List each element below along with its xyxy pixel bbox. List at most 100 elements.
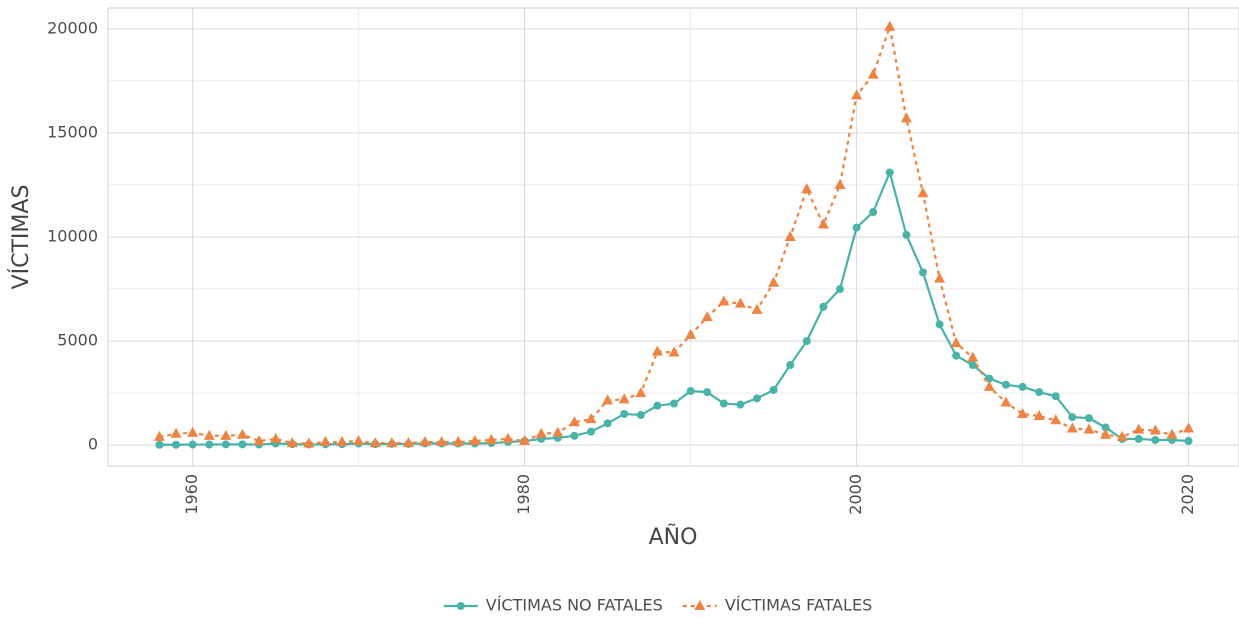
marker: [1084, 414, 1093, 423]
marker: [238, 440, 247, 449]
marker: [1100, 428, 1112, 439]
marker: [768, 276, 780, 287]
marker: [635, 387, 647, 398]
marker: [902, 230, 911, 239]
marker: [205, 440, 214, 449]
marker: [203, 429, 215, 440]
marker: [172, 440, 181, 449]
legend-label: VÍCTIMAS FATALES: [725, 596, 872, 615]
marker: [952, 351, 961, 360]
y-tick-label: 15000: [47, 122, 98, 141]
marker: [784, 231, 796, 241]
marker: [834, 178, 846, 189]
marker: [620, 409, 629, 418]
marker: [1001, 380, 1010, 389]
marker: [817, 218, 829, 229]
marker: [685, 328, 697, 339]
marker: [369, 437, 381, 448]
marker: [1083, 423, 1095, 434]
plot-border: [107, 7, 1239, 467]
marker: [436, 436, 448, 447]
marker: [618, 393, 630, 404]
marker: [485, 433, 497, 444]
marker: [835, 285, 844, 294]
marker: [221, 440, 230, 449]
marker: [1018, 382, 1027, 391]
marker: [1101, 423, 1110, 432]
marker: [602, 394, 614, 405]
y-tick-label: 20000: [47, 18, 98, 37]
marker: [1166, 428, 1178, 439]
marker: [386, 437, 398, 448]
marker: [187, 426, 199, 437]
marker: [303, 437, 315, 448]
marker: [1133, 423, 1145, 434]
marker: [319, 436, 331, 447]
marker: [585, 413, 597, 424]
marker: [286, 437, 298, 448]
marker: [686, 387, 695, 396]
marker: [535, 427, 547, 438]
marker: [653, 401, 662, 410]
marker: [1017, 407, 1029, 418]
x-tick-label: 1960: [182, 474, 201, 515]
y-tick-label: 5000: [57, 331, 98, 350]
y-tick-label: 0: [88, 435, 98, 454]
marker: [867, 68, 879, 79]
marker: [985, 374, 994, 383]
marker: [353, 435, 365, 446]
marker: [900, 112, 912, 123]
marker: [153, 430, 165, 441]
marker: [1149, 424, 1161, 435]
marker: [336, 436, 348, 447]
marker: [786, 361, 795, 370]
y-axis-label: VÍCTIMAS: [8, 185, 34, 290]
marker: [1050, 414, 1062, 425]
marker: [1068, 413, 1077, 422]
marker: [917, 187, 929, 198]
marker: [568, 416, 580, 427]
marker: [552, 426, 564, 437]
marker: [452, 436, 464, 447]
marker: [419, 436, 431, 447]
x-tick-label: 2000: [846, 474, 865, 515]
marker: [701, 311, 713, 322]
marker: [983, 380, 995, 391]
marker: [852, 223, 861, 232]
x-tick-label: 2020: [1178, 474, 1197, 515]
marker: [1000, 396, 1012, 407]
legend: VÍCTIMAS NO FATALES VÍCTIMAS FATALES: [443, 596, 872, 615]
marker: [519, 435, 531, 446]
marker: [935, 320, 944, 329]
marker: [603, 419, 612, 428]
marker: [819, 302, 828, 311]
marker: [402, 437, 414, 448]
marker: [1151, 435, 1160, 444]
marker: [736, 400, 745, 409]
marker: [1066, 422, 1078, 433]
marker: [469, 435, 481, 446]
legend-item: VÍCTIMAS NO FATALES: [443, 596, 663, 615]
marker: [718, 295, 730, 306]
marker: [170, 427, 182, 438]
marker: [851, 89, 863, 100]
marker: [703, 388, 712, 397]
marker: [769, 386, 778, 395]
marker: [884, 20, 896, 31]
marker: [801, 183, 813, 194]
marker: [1116, 430, 1128, 441]
marker: [869, 208, 878, 217]
x-tick-label: 1980: [514, 474, 533, 515]
marker: [934, 272, 946, 283]
marker: [1134, 434, 1143, 443]
marker: [456, 602, 465, 610]
marker: [502, 432, 514, 443]
legend-label: VÍCTIMAS NO FATALES: [486, 596, 663, 615]
y-tick-label: 10000: [47, 227, 98, 246]
marker: [1183, 422, 1195, 433]
marker: [155, 440, 164, 449]
marker: [918, 268, 927, 277]
marker: [220, 429, 232, 440]
marker: [885, 168, 894, 177]
marker: [253, 435, 265, 446]
